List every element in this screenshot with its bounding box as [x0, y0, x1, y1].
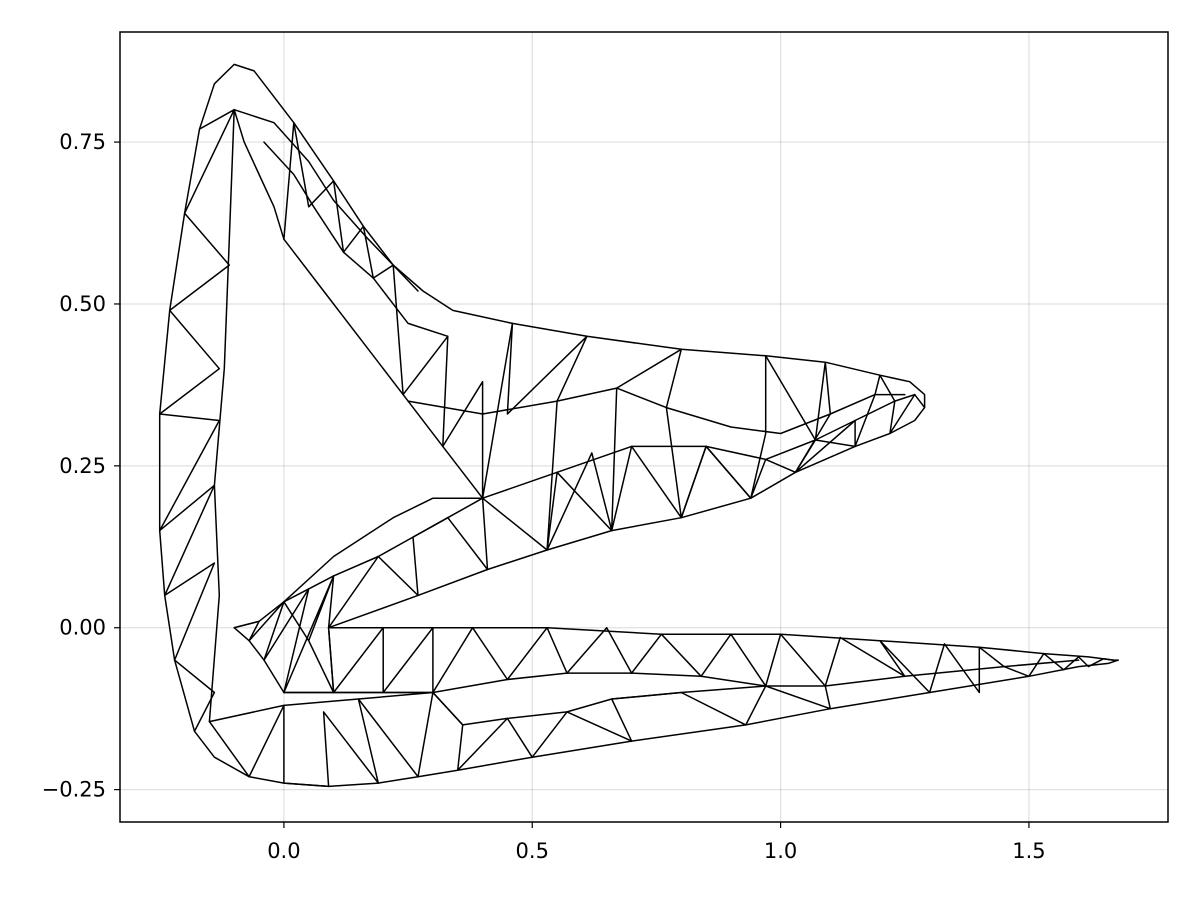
x-tick-label: 1.0	[764, 839, 797, 863]
mesh-interior-polyline-2	[407, 387, 906, 435]
y-tick-label: 0.75	[59, 130, 106, 154]
mesh-lower-arm-zigzag	[327, 626, 1115, 694]
plot-frame	[119, 31, 1169, 823]
mesh-outer-boundary	[158, 63, 1120, 788]
y-tick-label: 0.50	[59, 292, 106, 316]
x-tick-label: 0.0	[267, 839, 300, 863]
axis-ticks	[114, 141, 1030, 828]
mesh-left-band-zigzag	[158, 108, 235, 733]
mesh-tip-fan	[233, 575, 335, 694]
mesh-upper-arm-zigzag-2	[327, 439, 856, 629]
mesh-lower-arm-zigzag-2	[208, 685, 832, 788]
x-tick-label: 0.5	[516, 839, 549, 863]
y-tick-label: 0.25	[59, 454, 106, 478]
mesh-edges	[158, 63, 1120, 788]
x-tick-label: 1.5	[1012, 839, 1045, 863]
mesh-upper-arm-zigzag	[283, 121, 926, 551]
mesh-interior-polyline-5	[233, 108, 419, 292]
mesh-inner-boundary	[208, 108, 484, 723]
y-tick-label: 0.00	[59, 616, 106, 640]
mesh-interior-polyline-6	[263, 141, 449, 338]
grid-lines	[120, 32, 1168, 822]
mesh-interior-polyline-1	[283, 393, 916, 603]
mesh-interior-polyline-4	[432, 685, 767, 726]
y-tick-label: −0.25	[42, 778, 106, 802]
tick-labels: 0.0 0.5 1.0 1.5 −0.25 0.00 0.25 0.50 0.75	[42, 130, 1046, 863]
